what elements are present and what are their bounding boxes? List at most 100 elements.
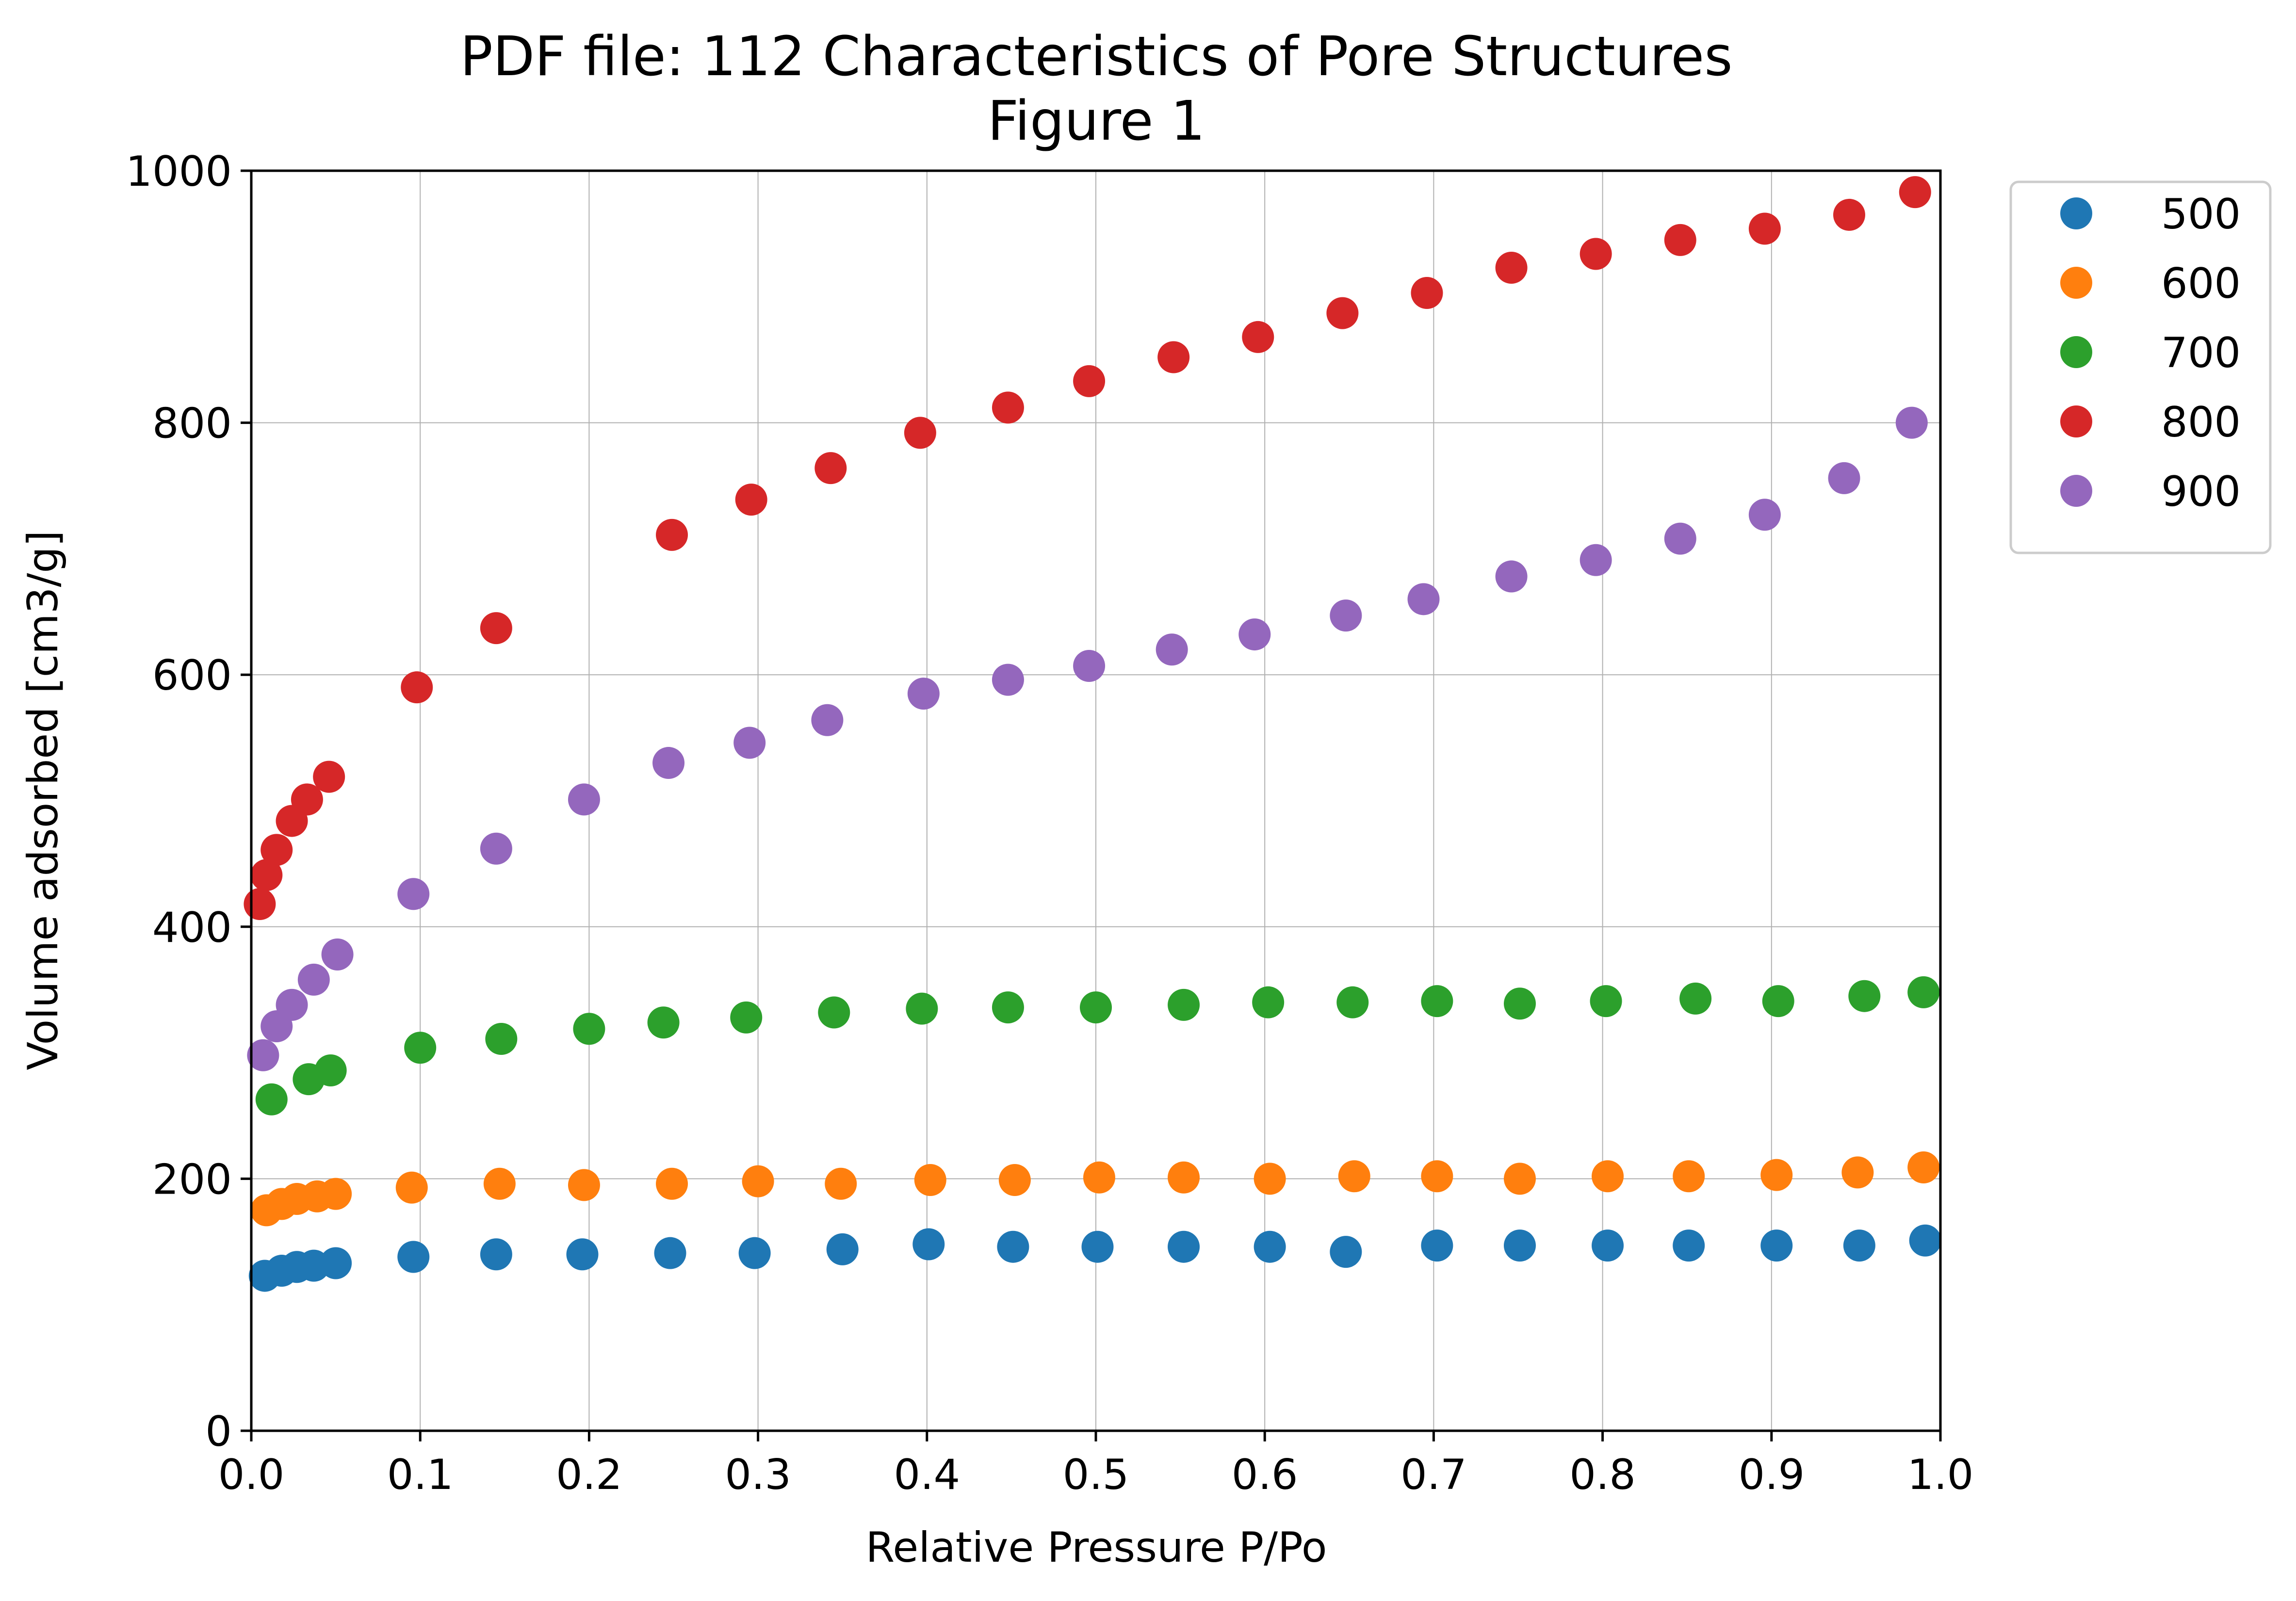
data-point <box>825 1167 857 1200</box>
series-800 <box>244 176 1931 921</box>
y-tick-label: 200 <box>152 1155 232 1204</box>
x-tick-label: 0.4 <box>894 1451 960 1499</box>
data-point <box>1495 560 1528 593</box>
x-tick-label: 0.7 <box>1400 1451 1467 1499</box>
data-point <box>480 1238 512 1271</box>
data-point <box>738 1237 771 1269</box>
data-point <box>1330 599 1362 632</box>
data-point <box>904 417 936 449</box>
data-point <box>566 1238 599 1271</box>
data-point <box>811 704 844 736</box>
data-point <box>1843 1229 1875 1262</box>
series-500 <box>248 1224 1941 1292</box>
data-point <box>1907 976 1940 1008</box>
y-tick-label: 800 <box>152 400 232 448</box>
data-point <box>1503 1163 1536 1195</box>
data-point <box>742 1165 774 1197</box>
legend-marker <box>2060 336 2092 368</box>
y-tick-label: 400 <box>152 904 232 952</box>
data-point <box>1848 980 1881 1012</box>
data-point <box>992 991 1024 1024</box>
data-point <box>320 1178 352 1210</box>
data-point <box>1673 1229 1705 1262</box>
data-point <box>733 727 766 759</box>
x-tick-label: 0.9 <box>1738 1451 1805 1499</box>
x-axis-label: Relative Pressure P/Po <box>866 1523 1327 1572</box>
data-point <box>485 1023 518 1055</box>
data-point <box>1411 277 1443 309</box>
data-point <box>1330 1236 1362 1268</box>
data-point <box>914 1164 946 1196</box>
data-point <box>1580 238 1612 270</box>
data-point <box>654 1237 686 1269</box>
legend-marker <box>2060 405 2092 437</box>
data-point <box>1503 1229 1536 1262</box>
data-point <box>656 518 688 551</box>
data-point <box>735 484 767 516</box>
data-point <box>818 996 850 1029</box>
data-point <box>1073 365 1106 397</box>
data-point <box>404 1032 437 1064</box>
data-point <box>480 612 512 645</box>
data-point <box>276 988 308 1021</box>
data-point <box>992 391 1024 424</box>
data-point <box>1073 650 1106 682</box>
data-point <box>291 783 323 816</box>
data-point <box>395 1171 428 1204</box>
y-tick-label: 1000 <box>126 147 232 196</box>
data-point <box>568 1169 600 1201</box>
data-point <box>320 1247 352 1279</box>
x-tick-label: 0.3 <box>725 1451 791 1499</box>
data-point <box>483 1167 516 1200</box>
data-point <box>255 1083 288 1116</box>
data-point <box>314 1054 347 1086</box>
data-point <box>1664 522 1696 555</box>
data-point <box>1168 988 1200 1021</box>
chart-subtitle: Figure 1 <box>988 90 1205 153</box>
x-tick-label: 0.8 <box>1569 1451 1636 1499</box>
chart-title: PDF file: 112 Characteristics of Pore St… <box>460 25 1732 88</box>
data-point <box>1760 1229 1793 1262</box>
x-tick-label: 0.1 <box>387 1451 454 1499</box>
data-point <box>826 1233 859 1265</box>
data-point <box>1336 986 1369 1019</box>
data-point <box>1748 499 1781 531</box>
data-point <box>250 859 283 891</box>
data-point <box>1252 986 1285 1019</box>
data-point <box>1503 987 1536 1020</box>
data-point <box>321 938 354 970</box>
data-point <box>1841 1156 1874 1189</box>
data-point <box>1254 1163 1286 1195</box>
data-point <box>1592 1229 1624 1262</box>
data-point <box>647 1006 680 1039</box>
legend-label: 600 <box>2161 259 2241 308</box>
data-point <box>1673 1160 1705 1193</box>
data-point <box>1168 1230 1200 1263</box>
data-point <box>1242 321 1274 353</box>
data-point <box>997 1230 1029 1263</box>
data-point <box>1238 618 1271 651</box>
data-point <box>1421 1229 1453 1262</box>
legend-label: 500 <box>2161 190 2241 239</box>
data-point <box>814 452 847 485</box>
data-point <box>1679 982 1712 1015</box>
data-point <box>1580 544 1612 576</box>
y-axis-label: Volume adsorbed [cm3/g] <box>19 530 67 1070</box>
legend-marker <box>2060 475 2092 507</box>
data-point <box>1909 1224 1941 1257</box>
data-point <box>907 678 940 710</box>
y-axis: 0 200 400 600 800 1000 <box>126 147 251 1456</box>
data-point <box>1762 985 1794 1018</box>
series-600 <box>250 1151 1940 1227</box>
data-point <box>1083 1161 1115 1194</box>
x-tick-label: 0.6 <box>1232 1451 1298 1499</box>
data-point <box>1157 341 1190 373</box>
data-point <box>1081 1230 1114 1263</box>
data-point <box>906 992 938 1025</box>
data-point <box>730 1001 763 1034</box>
data-point <box>656 1167 688 1200</box>
data-point <box>1338 1160 1370 1193</box>
data-point <box>244 888 276 921</box>
